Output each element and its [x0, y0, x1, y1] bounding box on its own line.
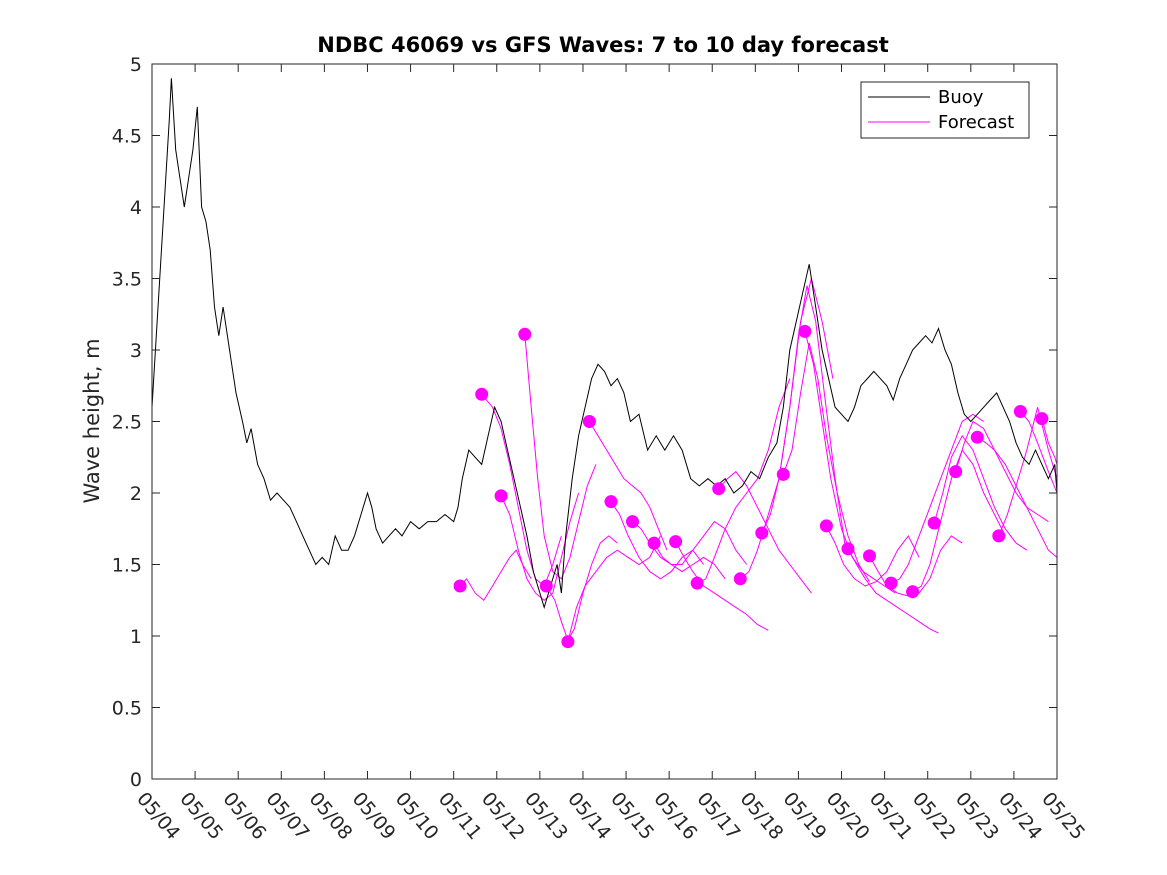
- legend-box: [860, 81, 1030, 139]
- forecast-start-marker: [819, 519, 833, 533]
- x-tick-label: 05/14: [563, 788, 615, 844]
- forecast-start-marker: [561, 635, 575, 649]
- x-tick-label: 05/20: [822, 788, 874, 844]
- x-tick-label: 05/15: [606, 788, 658, 844]
- forecast-start-marker: [884, 576, 898, 590]
- x-tick-label: 05/19: [779, 788, 831, 844]
- forecast-line: [545, 535, 618, 642]
- forecast-start-marker: [712, 482, 726, 496]
- forecast-line: [588, 421, 668, 551]
- x-tick-label: 05/10: [391, 788, 443, 844]
- forecast-start-marker: [1013, 405, 1027, 418]
- forecast-line: [653, 520, 748, 565]
- plot-area: [152, 64, 1057, 779]
- forecast-start-marker: [669, 535, 683, 549]
- forecast-start-marker: [518, 327, 532, 341]
- forecast-start-marker: [841, 542, 855, 556]
- forecast-start-marker: [927, 516, 941, 530]
- forecast-start-marker: [906, 585, 920, 599]
- forecast-start-marker: [949, 465, 963, 479]
- forecast-line: [933, 434, 1028, 551]
- legend: Buoy Forecast: [860, 81, 1030, 139]
- forecast-start-marker: [604, 495, 618, 509]
- y-tick-label: 2.5: [112, 412, 142, 434]
- forecast-start-marker: [755, 526, 769, 540]
- y-tick-label: 4.5: [112, 126, 142, 148]
- chart-title: NDBC 46069 vs GFS Waves: 7 to 10 day for…: [317, 33, 888, 57]
- x-tick-label: 05/05: [175, 788, 227, 844]
- forecast-start-marker: [992, 529, 1006, 543]
- x-tick-label: 05/06: [218, 788, 270, 844]
- x-tick-label: 05/13: [520, 788, 572, 844]
- forecast-line: [998, 407, 1058, 537]
- buoy-line: [151, 78, 1058, 610]
- x-tick-label: 05/17: [692, 788, 744, 844]
- y-tick-label: 1: [130, 626, 142, 648]
- forecast-line: [675, 541, 769, 631]
- y-tick-label: 0: [130, 769, 142, 791]
- forecast-line: [761, 285, 847, 551]
- forecast-start-marker: [475, 387, 489, 401]
- x-tick-label: 05/16: [649, 788, 701, 844]
- forecast-line: [567, 535, 661, 642]
- legend-buoy-label: Buoy: [938, 87, 984, 108]
- forecast-start-marker: [690, 576, 704, 590]
- forecast-line: [1041, 418, 1058, 465]
- forecast-start-markers: [453, 324, 1049, 649]
- forecast-line: [632, 521, 726, 580]
- y-axis-label: Wave height, m: [80, 338, 104, 503]
- x-tick-label: 05/22: [908, 788, 960, 844]
- y-tick-label: 1.5: [112, 555, 142, 577]
- forecast-start-marker: [798, 324, 812, 338]
- forecast-start-marker: [494, 489, 508, 503]
- forecast-start-marker: [626, 515, 639, 529]
- forecast-line: [481, 393, 562, 587]
- x-tick-label: 05/07: [261, 788, 313, 844]
- x-tick-label: 05/18: [736, 788, 788, 844]
- forecast-line: [955, 420, 1049, 523]
- forecast-series: [459, 278, 1058, 642]
- forecast-start-marker: [970, 430, 984, 444]
- forecast-start-marker: [1035, 412, 1049, 426]
- y-tick-label: 5: [130, 54, 142, 76]
- x-tick-label: 05/11: [434, 788, 486, 844]
- forecast-line: [1020, 411, 1058, 494]
- forecast-line: [912, 449, 1006, 593]
- x-tick-label: 05/24: [994, 788, 1046, 844]
- forecast-start-marker: [582, 415, 596, 428]
- x-tick-label: 05/09: [348, 788, 400, 844]
- forecast-start-marker: [733, 572, 747, 586]
- x-tick-label: 05/04: [132, 788, 184, 844]
- x-tick-label: 05/08: [305, 788, 357, 844]
- forecast-line: [696, 378, 791, 584]
- y-tick-label: 3.5: [112, 269, 142, 291]
- forecast-start-marker: [776, 467, 790, 481]
- y-tick-label: 3: [130, 340, 142, 362]
- forecast-start-marker: [453, 579, 467, 593]
- x-tick-label: 05/23: [951, 788, 1003, 844]
- forecast-line: [847, 548, 939, 634]
- forecast-start-marker: [539, 579, 553, 593]
- forecast-start-marker: [647, 536, 661, 550]
- x-tick-label: 05/21: [865, 788, 917, 844]
- x-tick-label: 05/25: [1037, 788, 1089, 844]
- buoy-series: [151, 78, 1058, 610]
- forecast-line: [524, 334, 597, 580]
- y-tick-label: 2: [130, 483, 142, 505]
- forecast-start-marker: [863, 549, 876, 563]
- forecast-line: [459, 549, 532, 602]
- forecast-line: [610, 501, 704, 580]
- legend-forecast-label: Forecast: [938, 112, 1014, 133]
- forecast-line: [718, 470, 812, 594]
- x-tick-label: 05/12: [477, 788, 529, 844]
- y-tick-label: 0.5: [112, 698, 142, 720]
- forecast-line: [825, 525, 920, 587]
- y-tick-label: 4: [130, 197, 142, 219]
